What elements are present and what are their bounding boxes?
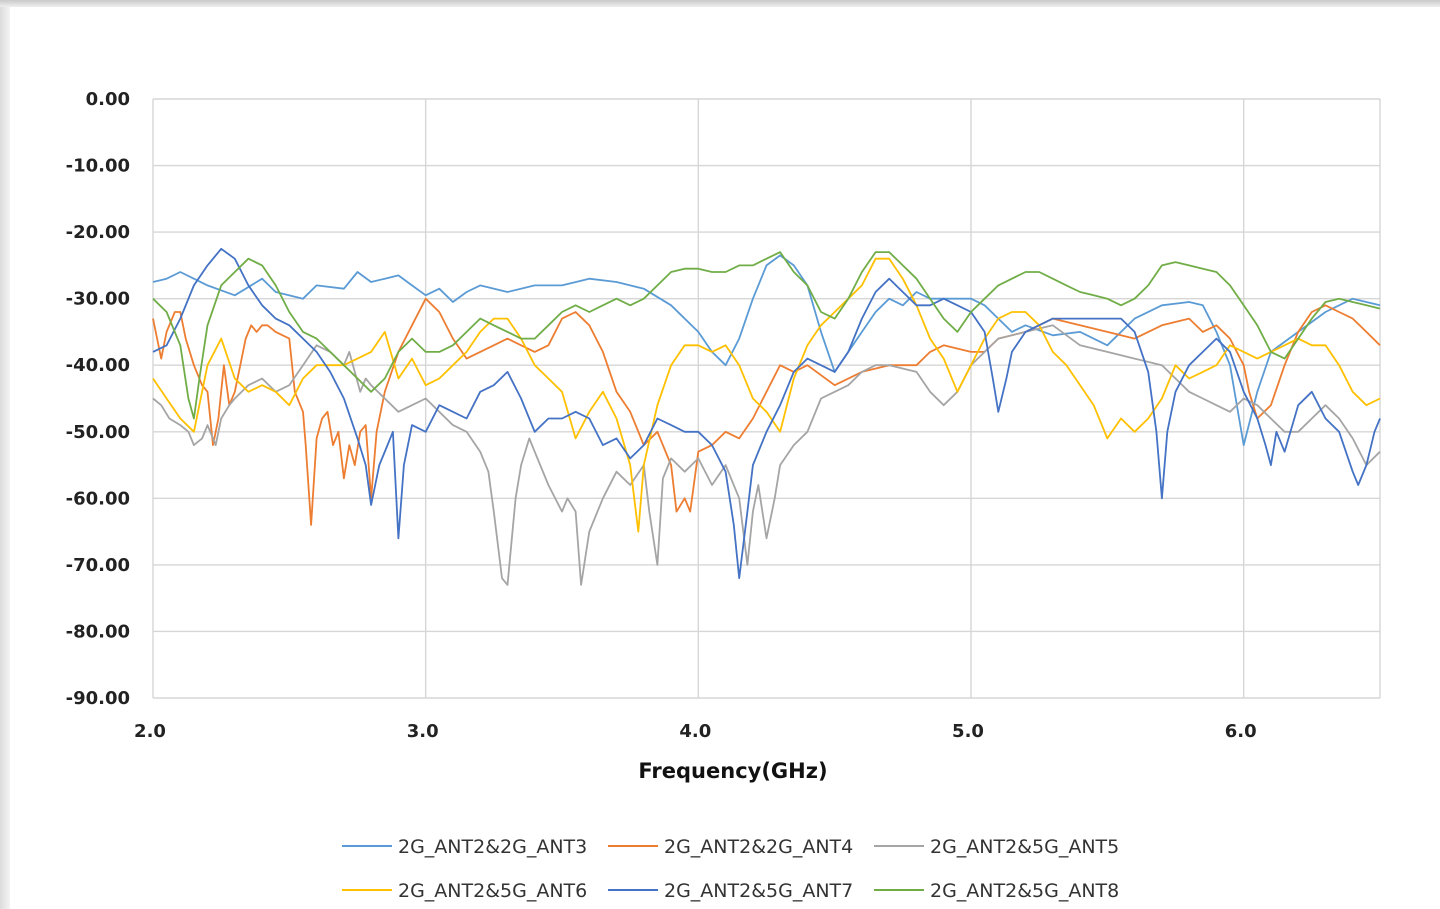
x-tick-label: 4.0: [679, 721, 711, 742]
series-line-4: [152, 257, 1381, 533]
y-tick-label: -70.00: [66, 555, 130, 576]
legend-label: 2G_ANT2&2G_ANT3: [398, 836, 587, 858]
series-line-5: [152, 247, 1381, 580]
y-tick-label: 0.00: [86, 89, 130, 110]
series-lines: [152, 247, 1381, 586]
x-tick-label: 5.0: [952, 721, 984, 742]
y-tick-label: -20.00: [66, 222, 130, 243]
y-tick-label: -60.00: [66, 488, 130, 509]
y-tick-label: -10.00: [66, 156, 130, 177]
legend-label: 2G_ANT2&2G_ANT4: [664, 836, 853, 858]
grid-lines: [152, 98, 1381, 699]
series-line-2: [152, 297, 1381, 526]
x-axis-ticks: 2.0 3.0 4.0 5.0 6.0: [134, 721, 1257, 742]
y-tick-label: -90.00: [66, 688, 130, 709]
series-line-3: [152, 324, 1381, 586]
series-line-6: [152, 251, 1381, 420]
legend-label: 2G_ANT2&5G_ANT7: [664, 880, 853, 902]
window-top-edge: [0, 0, 1440, 7]
y-tick-label: -40.00: [66, 355, 130, 376]
window-left-edge: [0, 0, 10, 909]
y-axis-ticks: 0.00 -10.00 -20.00 -30.00 -40.00 -50.00 -60.00…: [66, 89, 130, 709]
legend: 2G_ANT2&2G_ANT3 2G_ANT2&2G_ANT4 2G_ANT2&5G…: [342, 836, 1119, 902]
x-axis-title: Frequency(GHz): [638, 759, 827, 783]
y-tick-label: -50.00: [66, 422, 130, 443]
legend-label: 2G_ANT2&5G_ANT8: [930, 880, 1119, 902]
legend-label: 2G_ANT2&5G_ANT6: [398, 880, 587, 902]
series-line-1: [152, 254, 1381, 446]
y-tick-label: -30.00: [66, 289, 130, 310]
x-tick-label: 3.0: [407, 721, 439, 742]
x-tick-label: 6.0: [1225, 721, 1257, 742]
legend-label: 2G_ANT2&5G_ANT5: [930, 836, 1119, 858]
x-tick-label: 2.0: [134, 721, 166, 742]
y-tick-label: -80.00: [66, 621, 130, 642]
